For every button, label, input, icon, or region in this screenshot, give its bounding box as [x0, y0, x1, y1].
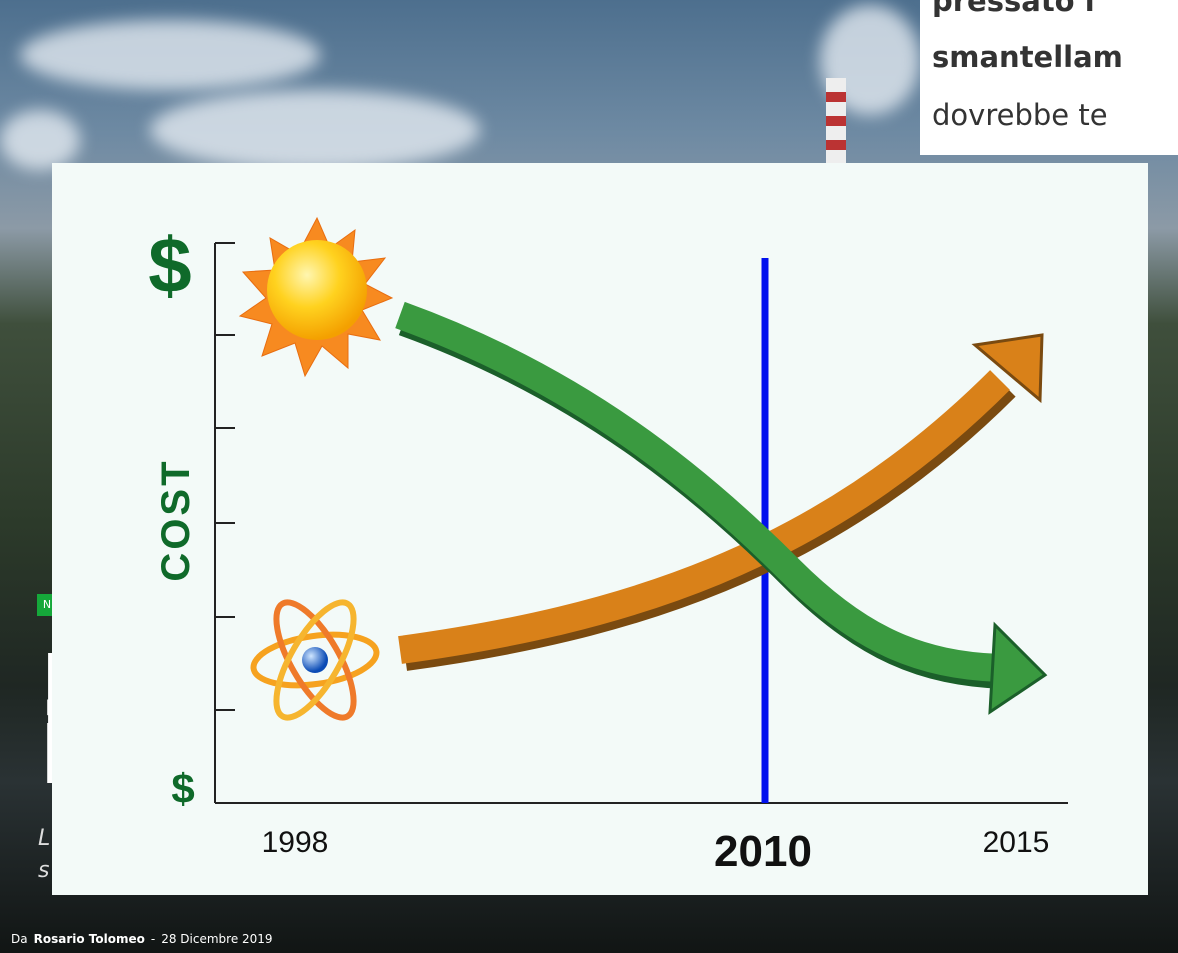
y-bottom-label: $: [171, 765, 194, 812]
byline: Da Rosario Tolomeo-28 Dicembre 2019: [11, 932, 279, 946]
popup-line: smantellam: [932, 40, 1123, 74]
popup-line: dovrebbe te: [932, 98, 1108, 132]
page: pressato i smantellam dovrebbe te N I i …: [0, 0, 1178, 953]
byline-prefix: Da: [11, 932, 28, 946]
figure-bg: [52, 163, 1148, 895]
date: 28 Dicembre 2019: [161, 932, 272, 946]
cloud: [20, 20, 320, 90]
y-axis-label: COST: [154, 458, 198, 581]
popup: pressato i smantellam dovrebbe te: [920, 0, 1178, 155]
author[interactable]: Rosario Tolomeo: [34, 932, 145, 946]
x-label: 1998: [262, 826, 329, 859]
x-label: 2015: [983, 826, 1050, 859]
x-label: 2010: [714, 827, 812, 876]
subtitle-line: L: [38, 826, 50, 851]
separator: -: [151, 932, 155, 946]
subtitle-line: s: [38, 858, 49, 883]
cloud: [0, 110, 80, 170]
figure: $ $ COST 1998 2010 2015: [52, 163, 1148, 895]
y-top-label: $: [148, 221, 191, 309]
popup-line: pressato i: [932, 0, 1095, 18]
chimney: [826, 78, 846, 163]
cloud: [150, 90, 480, 170]
